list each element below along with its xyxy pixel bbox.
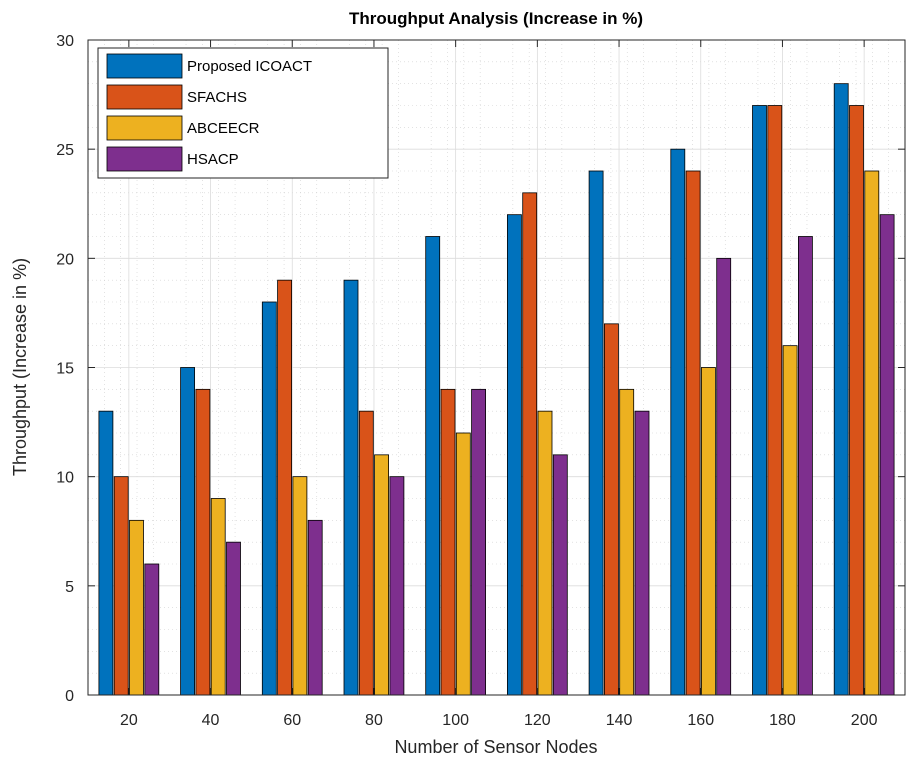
x-tick-label: 20: [120, 712, 138, 729]
bar: [389, 476, 405, 696]
x-tick-label: 180: [769, 712, 796, 729]
y-tick-label: 15: [56, 361, 74, 378]
axis-ticks: [88, 39, 905, 696]
legend-label: ABCEECR: [187, 120, 260, 137]
bar: [292, 476, 308, 696]
y-tick-label: 5: [65, 579, 74, 596]
y-tick-label: 25: [56, 142, 74, 159]
bar: [210, 498, 226, 696]
bar: [113, 476, 129, 696]
legend-label: HSACP: [187, 151, 239, 168]
bar: [129, 519, 144, 696]
bar: [619, 388, 635, 696]
bar: [833, 83, 849, 696]
bar: [226, 541, 241, 696]
bar: [195, 388, 211, 696]
bar: [849, 105, 864, 696]
bar: [277, 279, 293, 696]
legend-swatch: [106, 115, 183, 141]
x-tick-label: 200: [851, 712, 878, 729]
x-tick-label: 60: [283, 712, 301, 729]
x-tick-label: 120: [524, 712, 551, 729]
bar: [440, 388, 456, 696]
y-tick-label: 0: [65, 688, 74, 705]
y-tick-label: 30: [56, 33, 74, 50]
y-axis-label: Throughput (Increase in %): [10, 258, 30, 476]
bar: [879, 214, 895, 696]
bar: [261, 301, 277, 696]
bar: [455, 432, 471, 696]
x-tick-label: 160: [687, 712, 714, 729]
bar: [752, 105, 767, 696]
bar: [98, 410, 114, 696]
bar: [670, 148, 686, 696]
y-tick-label: 20: [56, 251, 74, 268]
bar: [522, 192, 538, 696]
x-tick-label: 80: [365, 712, 383, 729]
x-tick-label: 140: [606, 712, 633, 729]
legend-label: Proposed ICOACT: [187, 58, 312, 75]
bar: [798, 236, 813, 696]
bar: [604, 323, 619, 696]
y-tick-label: 10: [56, 470, 74, 487]
legend-swatch: [106, 84, 183, 110]
bar: [701, 367, 716, 696]
bar: [144, 563, 160, 696]
bar: [552, 454, 568, 696]
bar: [685, 170, 701, 696]
x-tick-labels: 20 40 60 80 100 120 140 160 180 200: [120, 712, 878, 729]
bar: [374, 454, 390, 696]
legend-label: SFACHS: [187, 89, 247, 106]
legend: Proposed ICOACT SFACHS ABCEECR HSACP: [97, 47, 389, 179]
bar: [358, 410, 374, 696]
bar: [634, 410, 650, 696]
bar: [537, 410, 553, 696]
bar: [782, 345, 798, 696]
bar: [471, 388, 487, 696]
x-axis-label: Number of Sensor Nodes: [394, 737, 597, 757]
bar: [767, 105, 783, 696]
chart-title: Throughput Analysis (Increase in %): [349, 9, 643, 28]
bar: [716, 257, 732, 696]
bar: [425, 236, 441, 696]
bar: [588, 170, 604, 696]
x-tick-label: 100: [442, 712, 469, 729]
bar: [343, 279, 359, 696]
bar: [506, 214, 522, 696]
legend-swatch: [106, 53, 183, 79]
legend-swatch: [106, 146, 183, 172]
bar: [307, 519, 323, 696]
bar: [180, 367, 196, 696]
bar: [864, 170, 880, 696]
y-tick-labels: 0 5 10 15 20 25 30: [56, 33, 74, 705]
x-tick-label: 40: [202, 712, 220, 729]
